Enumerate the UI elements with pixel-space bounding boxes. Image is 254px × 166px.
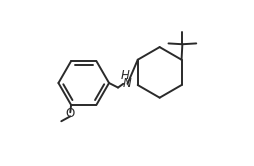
Text: O: O [66, 107, 75, 120]
Text: H: H [121, 69, 130, 82]
Text: N: N [122, 77, 131, 89]
